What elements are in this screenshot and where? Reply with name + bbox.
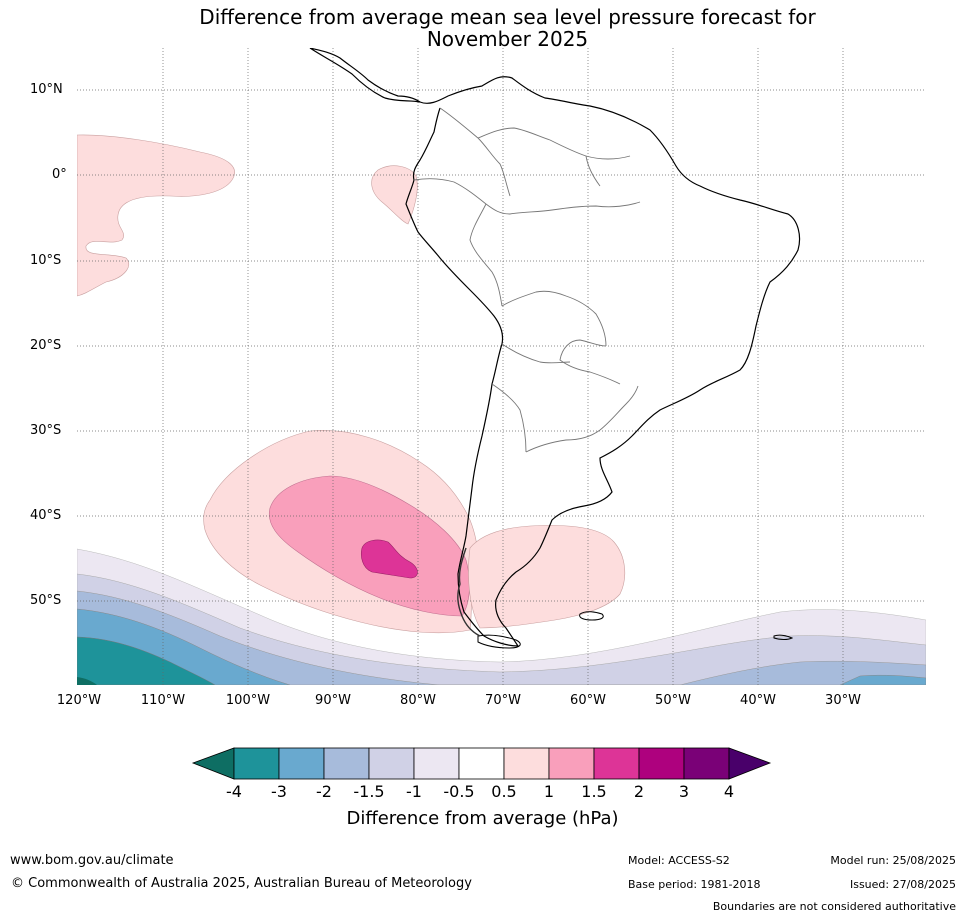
- lat-label-0: 0°: [52, 167, 67, 182]
- colorbar-tick-11: 4: [723, 782, 735, 801]
- anomaly-band-minus-3: [77, 636, 216, 685]
- colorbar-segment-6: [458, 747, 505, 780]
- lon-label-30w: 30°W: [825, 693, 861, 708]
- colorbar-tick-7: 1: [543, 782, 555, 801]
- colorbar-segment-4: [368, 747, 415, 780]
- colorbar-segment-5: [413, 747, 460, 780]
- colorbar-tick-8: 1.5: [581, 782, 607, 801]
- map-title-line-1: Difference from average mean sea level p…: [199, 5, 816, 29]
- footer-disclaimer: Boundaries are not considered authoritat…: [712, 900, 956, 913]
- anomaly-band-minus-1-5: [77, 590, 926, 685]
- colorbar-tick-10: 3: [678, 782, 690, 801]
- country-borders: [413, 107, 641, 453]
- lat-label-30s: 30°S: [30, 423, 62, 438]
- colorbar-title: Difference from average (hPa): [346, 808, 619, 829]
- lat-label-50s: 50°S: [30, 593, 62, 608]
- colorbar-segment-11: [683, 747, 730, 780]
- colorbar-segment-9: [593, 747, 640, 780]
- footer-website-link[interactable]: www.bom.gov.au/climate: [10, 853, 174, 868]
- lat-label-10n: 10°N: [30, 82, 63, 97]
- anomaly-se-pacific-centre: [361, 539, 418, 579]
- anomaly-near-ecuador: [371, 165, 418, 225]
- lon-label-40w: 40°W: [740, 693, 776, 708]
- footer-model-run: Model run: 25/08/2025: [830, 854, 956, 867]
- lon-label-50w: 50°W: [655, 693, 691, 708]
- colorbar: [191, 747, 772, 780]
- lon-label-110w: 110°W: [140, 693, 186, 708]
- lat-label-20s: 20°S: [30, 338, 62, 353]
- lon-label-100w: 100°W: [225, 693, 271, 708]
- colorbar-segment-3: [323, 747, 370, 780]
- tierra-del-fuego: [477, 634, 521, 649]
- colorbar-segment-1: [233, 747, 280, 780]
- colorbar-tick-3: -1.5: [353, 782, 385, 801]
- south-georgia: [773, 634, 794, 640]
- anomaly-band-minus-4: [77, 677, 97, 685]
- colorbar-segment-2: [278, 747, 325, 780]
- footer-copyright: © Commonwealth of Australia 2025, Austra…: [11, 876, 472, 891]
- colorbar-max-arrow: [728, 747, 772, 780]
- footer-model: Model: ACCESS-S2: [628, 854, 730, 867]
- south-america-coastline: [309, 48, 801, 647]
- colorbar-min-arrow: [191, 747, 235, 780]
- colorbar-tick-2: -2: [316, 782, 332, 801]
- colorbar-tick-6: 0.5: [491, 782, 517, 801]
- colorbar-tick-1: -3: [271, 782, 287, 801]
- lon-label-80w: 80°W: [400, 693, 436, 708]
- colorbar-tick-0: -4: [226, 782, 242, 801]
- central-america-coastline: [309, 48, 421, 103]
- lat-label-10s: 10°S: [30, 253, 62, 268]
- footer-base-period: Base period: 1981-2018: [628, 878, 761, 891]
- colorbar-tick-5: -0.5: [443, 782, 475, 801]
- lon-label-120w: 120°W: [56, 693, 102, 708]
- anomaly-band-minus-2-right: [839, 674, 926, 685]
- map-title-line-2: November 2025: [426, 27, 589, 51]
- lon-label-60w: 60°W: [570, 693, 606, 708]
- lat-label-40s: 40°S: [30, 508, 62, 523]
- lon-label-90w: 90°W: [315, 693, 351, 708]
- footer-issued: Issued: 27/08/2025: [849, 878, 956, 891]
- graticule: [77, 48, 926, 685]
- colorbar-segment-8: [548, 747, 595, 780]
- chilean-archipelago: [457, 547, 481, 637]
- colorbar-tick-9: 2: [633, 782, 645, 801]
- colorbar-segment-7: [503, 747, 550, 780]
- anomaly-band-minus-1: [77, 573, 926, 685]
- lon-label-70w: 70°W: [485, 693, 521, 708]
- colorbar-tick-4: -1: [406, 782, 422, 801]
- colorbar-segment-10: [638, 747, 685, 780]
- falkland-islands: [579, 611, 604, 621]
- anomaly-south-atlantic: [468, 525, 626, 629]
